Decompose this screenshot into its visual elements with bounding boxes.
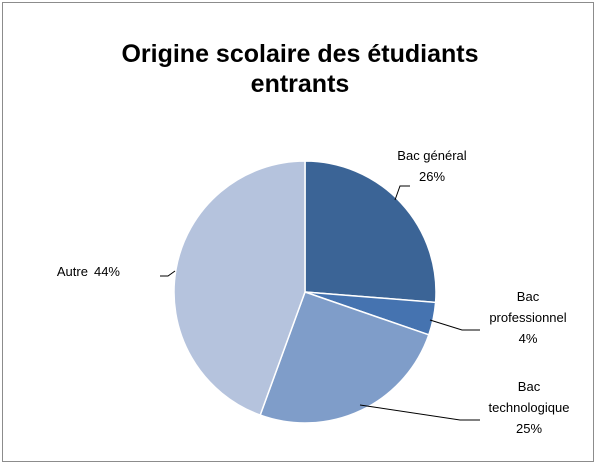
data-label-value: 25% bbox=[516, 421, 542, 436]
chart-title: Origine scolaire des étudiants entrants bbox=[121, 40, 478, 98]
pie-slice bbox=[304, 160, 437, 304]
leader-line bbox=[429, 319, 480, 331]
data-label-name: Bac professionnel bbox=[489, 289, 566, 325]
leader-line bbox=[394, 185, 410, 201]
data-label-name: Bac général bbox=[397, 148, 466, 163]
data-label-name: Autre bbox=[57, 264, 88, 279]
data-label-value: 4% bbox=[519, 331, 538, 346]
leader-line bbox=[160, 270, 176, 277]
leader-line bbox=[359, 404, 480, 421]
pie-slice bbox=[259, 291, 430, 424]
pie-slice bbox=[173, 160, 306, 417]
data-label-value: 44% bbox=[94, 264, 120, 279]
data-label-value: 26% bbox=[419, 169, 445, 184]
data-label-name: Bac technologique bbox=[489, 379, 570, 415]
